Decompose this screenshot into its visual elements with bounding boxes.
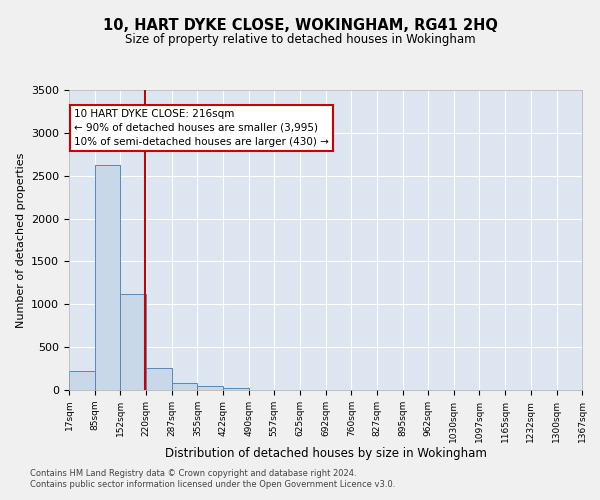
Text: Contains HM Land Registry data © Crown copyright and database right 2024.: Contains HM Land Registry data © Crown c… xyxy=(30,468,356,477)
Bar xyxy=(120,294,146,390)
X-axis label: Distribution of detached houses by size in Wokingham: Distribution of detached houses by size … xyxy=(164,448,487,460)
Bar xyxy=(95,166,121,390)
Text: 10 HART DYKE CLOSE: 216sqm
← 90% of detached houses are smaller (3,995)
10% of s: 10 HART DYKE CLOSE: 216sqm ← 90% of deta… xyxy=(74,109,329,147)
Bar xyxy=(146,368,172,390)
Bar xyxy=(223,388,249,390)
Bar xyxy=(69,371,95,390)
Text: 10, HART DYKE CLOSE, WOKINGHAM, RG41 2HQ: 10, HART DYKE CLOSE, WOKINGHAM, RG41 2HQ xyxy=(103,18,497,32)
Text: Contains public sector information licensed under the Open Government Licence v3: Contains public sector information licen… xyxy=(30,480,395,489)
Bar xyxy=(197,386,223,390)
Y-axis label: Number of detached properties: Number of detached properties xyxy=(16,152,26,328)
Bar xyxy=(172,383,197,390)
Text: Size of property relative to detached houses in Wokingham: Size of property relative to detached ho… xyxy=(125,32,475,46)
